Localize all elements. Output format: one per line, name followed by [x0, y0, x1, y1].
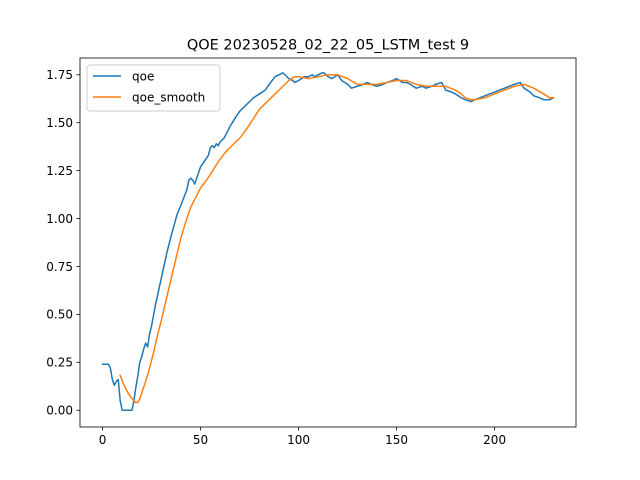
x-tick-label: 150 — [385, 433, 408, 447]
y-tick-label: 0.25 — [46, 356, 73, 370]
plot-area: 0 50 100 150 200 0.00 0.25 0.50 0.75 1.00 1.25 1.50… — [46, 57, 577, 447]
legend-label-qoe-smooth: qoe_smooth — [132, 90, 205, 104]
y-tick-label: 0.75 — [46, 260, 73, 274]
y-tick-label: 0.50 — [46, 308, 73, 322]
x-tick-label: 0 — [99, 433, 107, 447]
y-tick-label: 1.50 — [46, 116, 73, 130]
axes-frame — [79, 57, 577, 428]
chart-title: QOE 20230528_02_22_05_LSTM_test 9 — [187, 38, 469, 54]
x-tick-label: 50 — [193, 433, 208, 447]
series-line-qoe-smooth — [119, 74, 555, 404]
y-tick-label: 1.25 — [46, 164, 73, 178]
y-tick-label: 0.00 — [46, 404, 73, 418]
x-tick-label: 200 — [483, 433, 506, 447]
y-tick-label: 1.75 — [46, 68, 73, 82]
x-tick-label: 100 — [287, 433, 310, 447]
legend: qoe qoe_smooth — [86, 64, 221, 112]
legend-label-qoe: qoe — [132, 69, 154, 83]
y-tick-label: 1.00 — [46, 212, 73, 226]
series-line-qoe — [101, 72, 555, 411]
